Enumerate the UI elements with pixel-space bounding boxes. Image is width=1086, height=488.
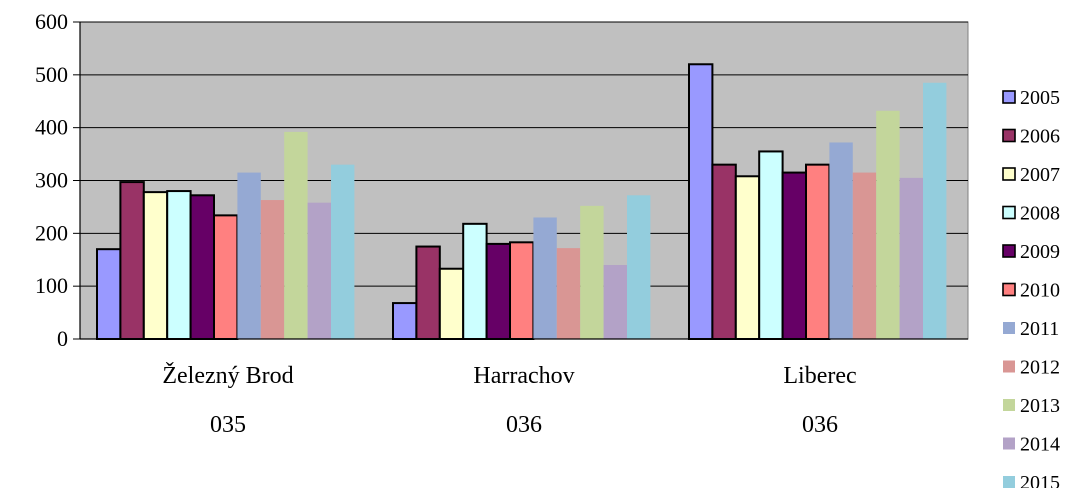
bar-2006-3 [711,163,737,340]
bar-2007-2 [438,267,465,340]
legend-label-2011: 2011 [1020,318,1059,340]
legend-swatch-2014 [1003,437,1015,450]
legend-swatch-2011 [1003,322,1015,334]
bar-2012-2 [556,248,581,339]
legend-label-2012: 2012 [1020,357,1060,379]
legend-label-2006: 2006 [1020,126,1060,148]
legend-label-2007: 2007 [1020,164,1060,186]
bar-2013-1 [284,131,308,339]
bar-2005-3 [688,63,714,341]
bar-2008-3 [758,150,784,340]
bar-2015-1 [331,164,355,339]
bar-2006-1 [119,181,145,340]
legend-label-2013: 2013 [1020,395,1060,417]
y-tick-label: 600 [35,9,68,34]
bar-2009-3 [781,171,807,340]
legend-swatch-2008 [1002,205,1016,220]
x-axis-labels: Železný Brod 035 Harrachov 036 Liberec 036 [162,363,856,438]
bar-2013-2 [580,205,604,339]
bar-2008-2 [462,222,488,340]
bar-2011-1 [237,172,261,339]
legend-swatch-2009 [1002,244,1016,258]
legend-label-2015: 2015 [1020,472,1060,488]
legend-label-2009: 2009 [1020,241,1060,263]
bar-2015-2 [627,195,651,339]
y-tick-label: 300 [35,168,68,193]
legend-swatch-2006 [1002,128,1016,143]
bar-2012-1 [260,200,285,339]
bar-2014-3 [899,177,923,339]
category-label: Harrachov [473,363,574,389]
y-tick-label: 0 [57,326,68,351]
bar-2014-1 [307,202,331,339]
bar-2012-3 [852,172,877,339]
category-label: Liberec [783,363,856,389]
legend: 2005 2006 2007 2008 2009 2010 2011 2012 2013 2014… [1002,87,1060,488]
y-tick-label: 100 [35,273,68,298]
legend-label-2008: 2008 [1020,203,1060,225]
bars [96,63,947,341]
bar-2008-1 [166,190,192,340]
legend-label-2010: 2010 [1020,280,1060,302]
legend-label-2005: 2005 [1020,87,1060,109]
legend-swatch-2015 [1003,476,1015,488]
category-label: Železný Brod [162,363,293,389]
legend-swatch-2013 [1003,399,1015,411]
y-tick-label: 200 [35,220,68,245]
bar-2011-3 [829,142,853,339]
category-code-label: 036 [802,412,838,438]
bar-2009-2 [485,242,512,340]
legend-swatch-2012 [1003,360,1015,373]
legend-swatch-2010 [1002,282,1016,297]
bar-2005-2 [392,302,418,340]
legend-label-2014: 2014 [1020,434,1060,456]
bar-2013-3 [876,110,900,339]
bar-2007-3 [734,175,761,340]
legend-swatch-2007 [1002,167,1016,181]
bar-2011-2 [533,217,557,339]
bar-2007-1 [142,191,169,340]
bar-2010-2 [509,241,535,340]
bar-2015-3 [923,82,947,339]
bar-2006-2 [415,245,441,341]
bar-2010-1 [213,214,239,340]
legend-swatch-2005 [1002,90,1016,104]
bar-2014-2 [603,265,627,339]
category-code-label: 036 [506,412,542,438]
bar-2010-3 [805,163,831,340]
category-code-label: 035 [210,412,246,438]
y-tick-label: 400 [35,115,68,140]
bar-2005-1 [96,248,122,340]
bar-2009-1 [189,194,216,340]
y-axis-ticks: 0 100 200 300 400 500 600 [35,9,80,351]
y-tick-label: 500 [35,62,68,87]
